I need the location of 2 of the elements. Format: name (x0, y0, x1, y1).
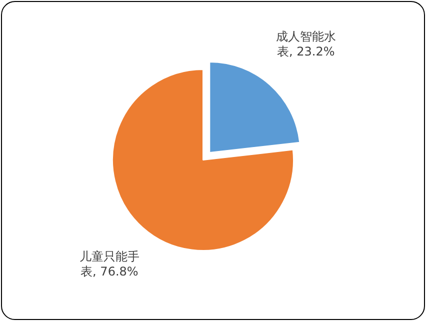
slice-label: 儿童只能手表, 76.8% (79, 249, 140, 278)
slice-label: 成人智能水表, 23.2% (276, 29, 336, 58)
